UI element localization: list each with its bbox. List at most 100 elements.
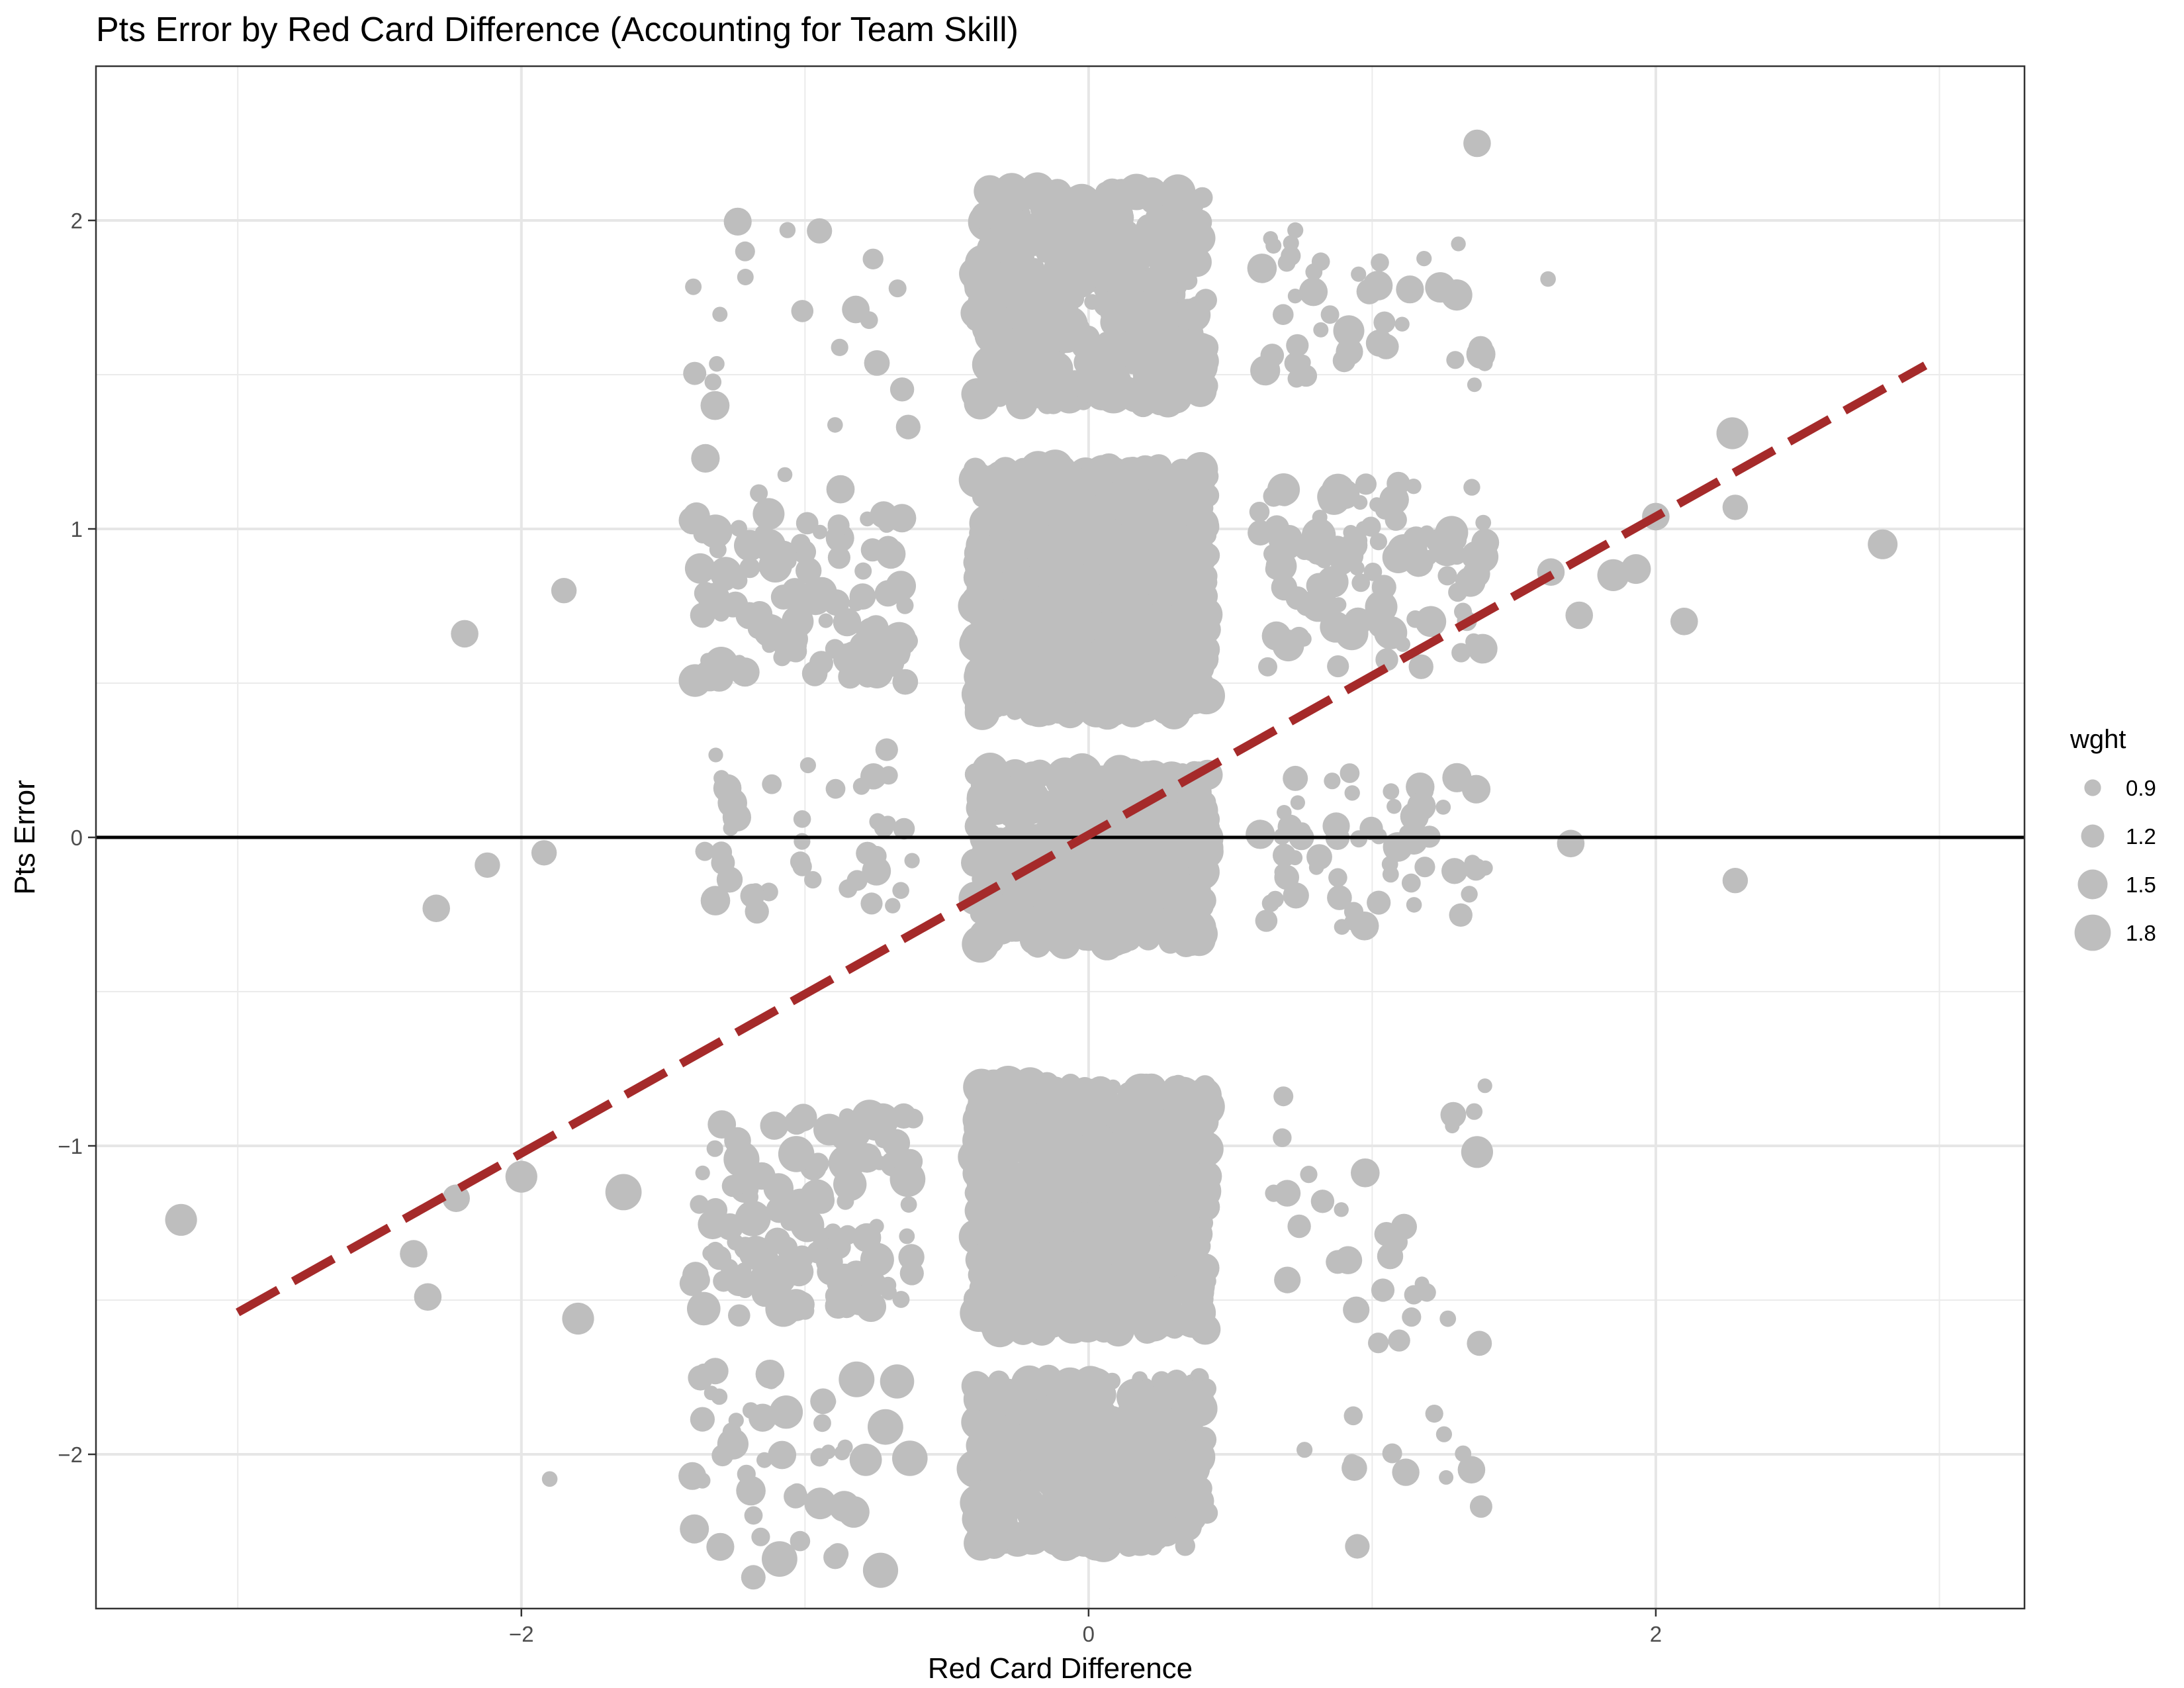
data-point — [975, 1475, 1011, 1510]
data-point — [892, 1440, 928, 1476]
legend-key-symbol — [2081, 824, 2105, 848]
data-point — [1147, 548, 1164, 566]
data-point — [773, 648, 792, 667]
data-point — [1258, 657, 1277, 677]
data-point — [864, 350, 890, 376]
data-point — [1408, 654, 1433, 679]
data-point — [964, 1525, 999, 1561]
data-point — [414, 1283, 442, 1311]
data-point — [683, 502, 710, 530]
data-point — [704, 1197, 728, 1222]
data-point — [1075, 1502, 1093, 1521]
data-point — [721, 593, 745, 618]
data-point — [1072, 586, 1105, 620]
data-point — [997, 1087, 1034, 1123]
data-point — [1335, 617, 1369, 651]
data-point — [1048, 926, 1081, 959]
data-point — [1540, 271, 1556, 287]
data-point — [978, 931, 995, 947]
data-point — [1402, 526, 1430, 553]
data-point — [1092, 373, 1110, 391]
data-point — [1375, 648, 1398, 671]
data-point — [1009, 222, 1038, 251]
data-point — [765, 1291, 801, 1327]
data-point — [1475, 514, 1492, 531]
data-point — [842, 295, 870, 324]
data-point — [706, 1532, 735, 1561]
data-point — [1003, 579, 1033, 610]
data-point — [541, 1471, 558, 1487]
data-point — [1063, 1438, 1079, 1455]
data-point — [1462, 560, 1490, 588]
data-point — [1467, 377, 1482, 393]
data-point — [1171, 598, 1194, 622]
data-point — [985, 620, 1005, 641]
data-point — [1174, 469, 1192, 487]
data-point — [1368, 1333, 1389, 1354]
data-point — [1017, 328, 1036, 346]
data-point — [1334, 1202, 1349, 1217]
data-point — [1467, 1331, 1492, 1356]
data-point — [716, 867, 743, 893]
data-point — [1355, 473, 1377, 495]
data-point — [531, 840, 557, 866]
data-point — [709, 355, 725, 372]
data-point — [1367, 890, 1391, 915]
data-point — [1008, 549, 1026, 567]
data-point — [1088, 1221, 1110, 1243]
data-point — [1441, 858, 1468, 884]
data-point — [809, 651, 833, 675]
data-point — [1445, 1119, 1460, 1134]
data-point — [1435, 800, 1451, 815]
data-point — [1082, 1434, 1120, 1472]
data-point — [856, 585, 874, 602]
data-point — [1070, 1254, 1097, 1282]
data-point — [1382, 1443, 1402, 1464]
data-point — [1169, 1376, 1197, 1405]
data-point — [999, 1196, 1033, 1229]
data-point — [1064, 667, 1081, 684]
data-point — [790, 1530, 811, 1552]
data-point — [1039, 870, 1060, 891]
data-point — [1451, 643, 1471, 663]
data-point — [769, 1395, 803, 1429]
data-point — [750, 1266, 770, 1286]
data-point — [833, 1266, 849, 1282]
data-point — [1192, 1161, 1222, 1192]
data-point — [762, 511, 778, 528]
legend-key-label: 1.5 — [2126, 872, 2156, 897]
data-point — [1053, 586, 1081, 614]
data-point — [1110, 538, 1128, 556]
data-point — [1328, 868, 1347, 888]
data-point — [1183, 1423, 1200, 1440]
data-point — [1111, 1485, 1140, 1515]
data-point — [1154, 1181, 1185, 1212]
data-point — [749, 1403, 777, 1432]
data-point — [1122, 457, 1144, 479]
data-point — [898, 1244, 925, 1270]
data-point — [892, 669, 919, 695]
data-point — [1425, 272, 1456, 303]
data-point — [1283, 765, 1308, 791]
data-point — [1377, 1243, 1404, 1270]
data-point — [849, 632, 879, 661]
data-point — [725, 1268, 753, 1297]
data-point — [1122, 1073, 1161, 1112]
data-point — [687, 1291, 721, 1326]
data-point — [1097, 807, 1134, 843]
data-point — [827, 546, 850, 569]
data-point — [1373, 311, 1396, 334]
data-point — [880, 816, 896, 832]
data-point — [1300, 1166, 1318, 1184]
data-point — [777, 622, 802, 647]
data-point — [793, 810, 811, 828]
data-point — [888, 279, 907, 298]
data-point — [882, 622, 917, 656]
data-point — [780, 553, 797, 569]
legend-key-symbol — [2077, 869, 2108, 900]
data-point — [893, 818, 915, 840]
data-point — [1435, 1426, 1452, 1442]
data-point — [1169, 555, 1205, 590]
data-point — [870, 501, 897, 528]
data-point — [976, 1209, 993, 1225]
